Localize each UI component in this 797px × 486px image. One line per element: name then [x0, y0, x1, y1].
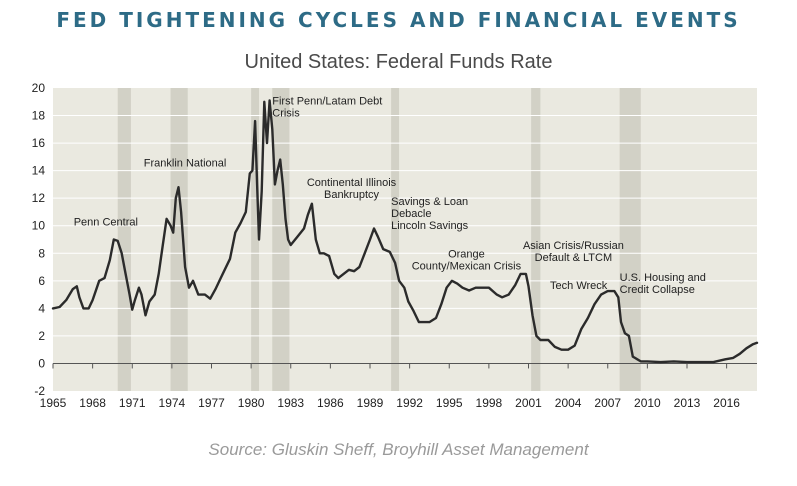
y-tick-label: 18: [32, 109, 46, 123]
x-tick-label: 1980: [238, 396, 265, 410]
fed-funds-rate-line: [51, 99, 759, 364]
recession-band: [531, 88, 541, 391]
y-tick-label: 4: [38, 301, 45, 315]
x-tick-label: 2010: [634, 396, 661, 410]
chart-title: FED TIGHTENING CYCLES AND FINANCIAL EVEN…: [56, 8, 741, 32]
source-note: Source: Gluskin Sheff, Broyhill Asset Ma…: [208, 440, 589, 459]
y-tick-label: 8: [38, 246, 45, 260]
x-tick-label: 1974: [159, 396, 186, 410]
x-tick-label: 1971: [119, 396, 146, 410]
x-tick-label: 2007: [594, 396, 621, 410]
event-annotation: Asian Crisis/Russian Default & LTCM: [523, 240, 624, 264]
event-annotation: Orange County/Mexican Crisis: [412, 248, 522, 272]
x-tick-label: 1983: [277, 396, 304, 410]
event-annotation: Savings & Loan Debacle Lincoln Savings: [391, 196, 469, 232]
event-annotation: First Penn/Latam Debt Crisis: [272, 96, 382, 120]
x-tick-label: 1992: [396, 396, 423, 410]
chart-subtitle: United States: Federal Funds Rate: [244, 51, 553, 73]
annotations: Penn Central Franklin National First Penn/…: [74, 96, 706, 296]
y-tick-label: 12: [32, 191, 46, 205]
x-tick-label: 1995: [436, 396, 463, 410]
x-tick-label: 2004: [555, 396, 582, 410]
x-tick-label: 1968: [79, 396, 106, 410]
y-tick-label: 14: [32, 164, 46, 178]
event-annotation: Franklin National: [144, 158, 227, 170]
recession-band: [170, 88, 188, 391]
recession-band: [619, 88, 641, 391]
y-tick-label: -2: [34, 384, 45, 398]
y-tick-label: 0: [38, 356, 45, 370]
recession-bands: [117, 88, 641, 391]
x-tick-label: 1989: [357, 396, 384, 410]
x-axis: 1965 1968 1971 1974 1977 1980 1983 1986 1989 1992…: [40, 363, 740, 410]
x-tick-label: 2016: [713, 396, 740, 410]
x-tick-label: 2013: [674, 396, 701, 410]
y-axis: -2 0 2 4 6 8 10 12 14 16 18 20: [32, 81, 46, 398]
event-annotation: U.S. Housing and Credit Collapse: [620, 272, 706, 296]
x-tick-label: 1977: [198, 396, 225, 410]
y-tick-label: 10: [32, 219, 46, 233]
series-group: [51, 99, 759, 364]
x-tick-label: 2001: [515, 396, 542, 410]
recession-band: [117, 88, 131, 391]
event-annotation: Penn Central: [74, 217, 138, 229]
recession-band: [272, 88, 290, 391]
plot-area: [53, 88, 757, 391]
recession-band: [391, 88, 400, 391]
event-annotation: Tech Wreck: [550, 280, 608, 292]
y-tick-label: 6: [38, 274, 45, 288]
recession-band: [251, 88, 260, 391]
x-tick-label: 1998: [476, 396, 503, 410]
event-annotation: Continental Illinois Bankruptcy: [307, 177, 397, 201]
x-tick-label: 1965: [40, 396, 67, 410]
y-tick-label: 20: [32, 81, 46, 95]
x-tick-label: 1986: [317, 396, 344, 410]
y-tick-label: 2: [38, 329, 45, 343]
y-tick-label: 16: [32, 136, 46, 150]
